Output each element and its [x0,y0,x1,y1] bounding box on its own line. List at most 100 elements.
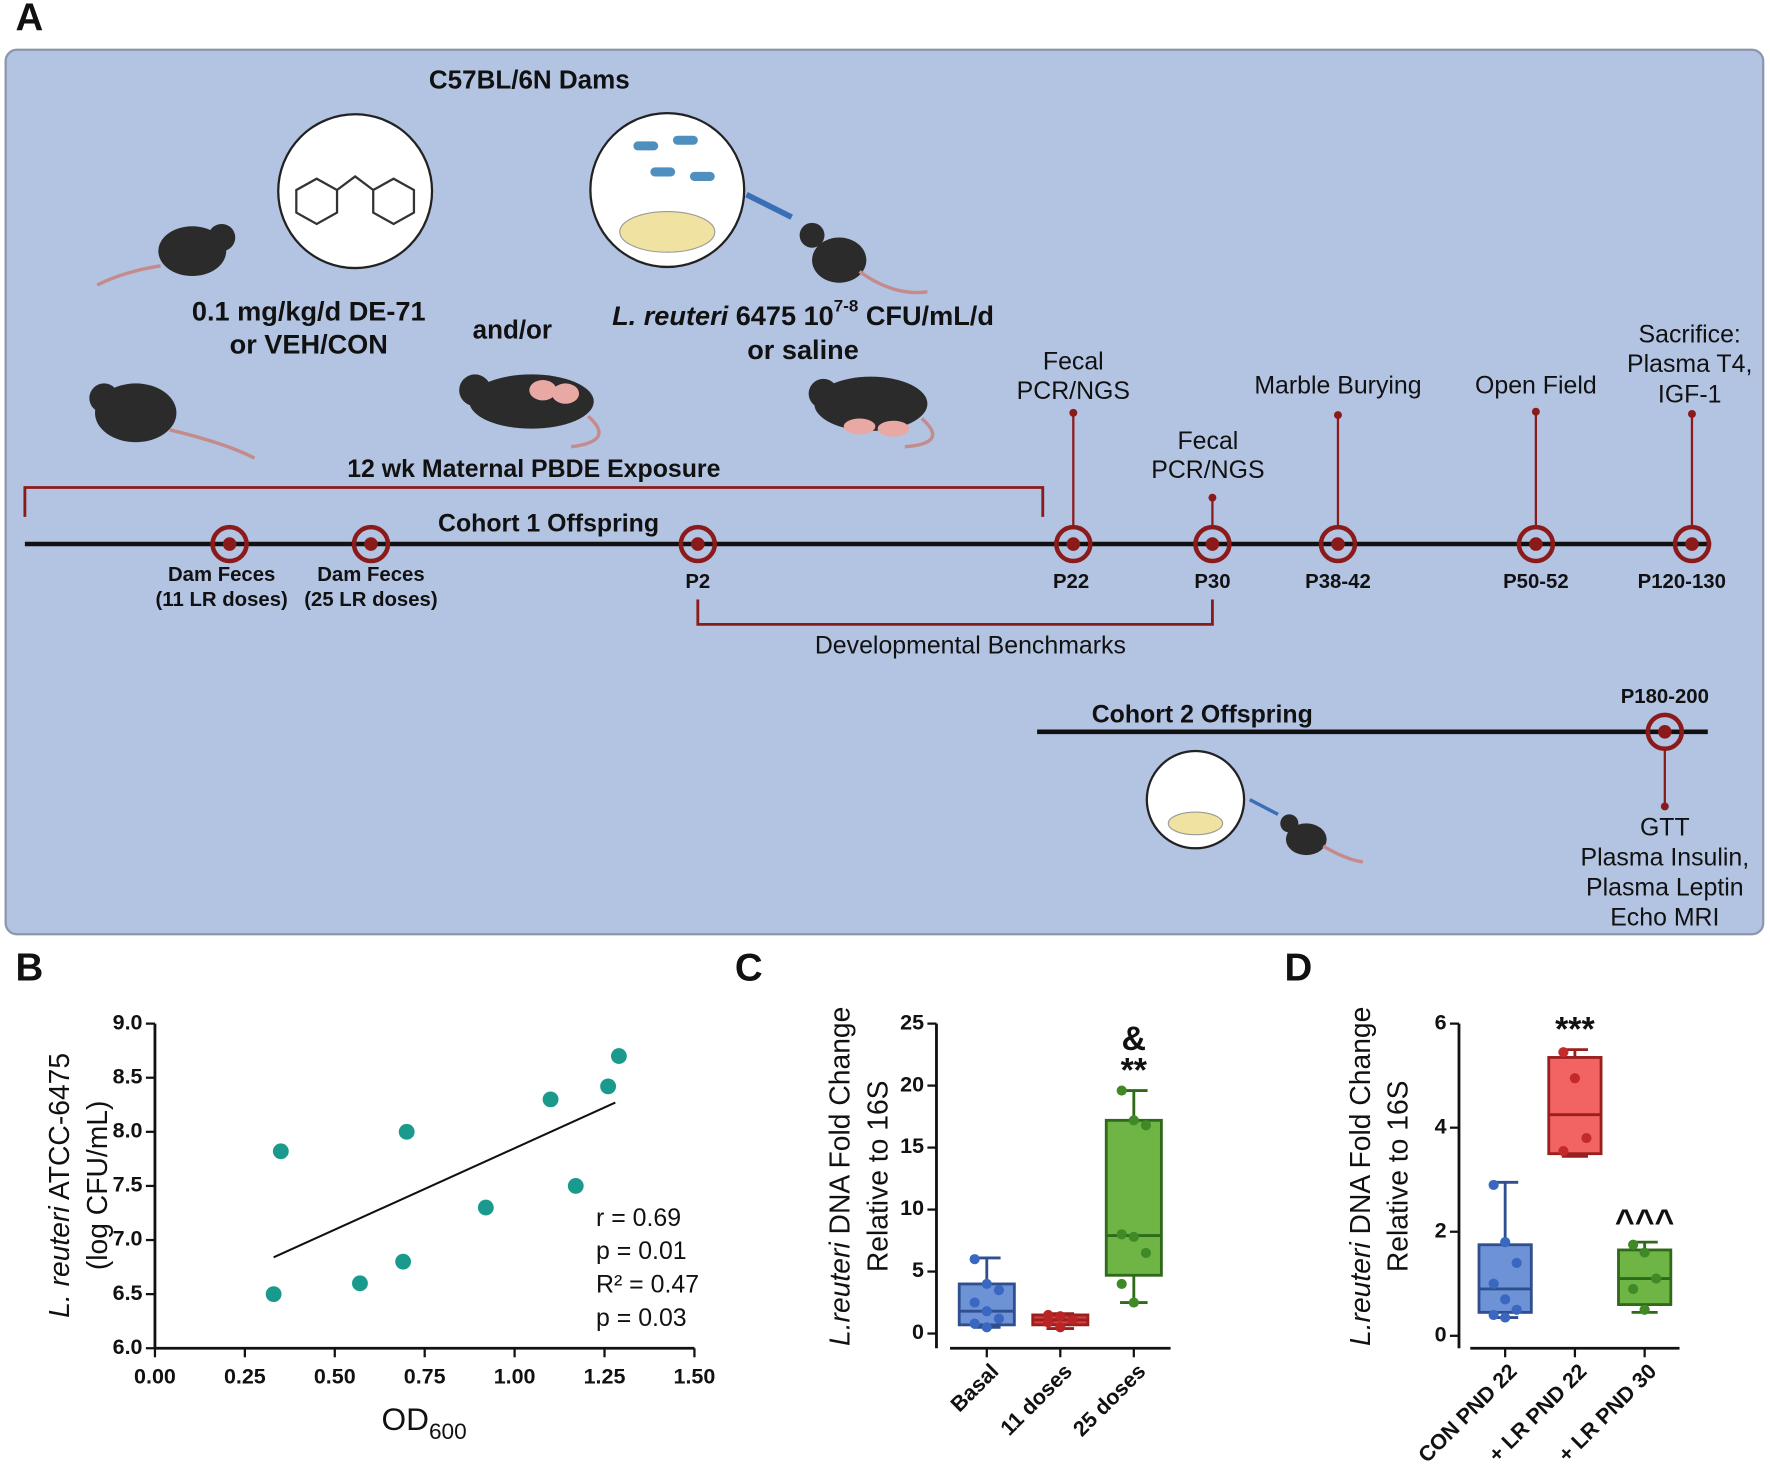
box-body [1547,1056,1603,1156]
y-tick-label: 7.5 [113,1173,143,1197]
pin-head [1069,408,1078,417]
data-point [1140,1120,1152,1131]
stat-annotation: r = 0.69 [596,1204,681,1232]
text-span: ATCC-6475 [44,1053,76,1206]
scatter-point [265,1286,282,1303]
petri-dish [1167,811,1224,836]
illustrations [89,111,1364,864]
y-tick-label: 6.5 [113,1281,143,1305]
y-tick-label: 9.0 [113,1010,143,1034]
trend-line [273,1101,616,1259]
text-span: L. reuteri [44,1206,76,1318]
x-tick-label: 0.25 [224,1364,266,1388]
x-tick-label: 11 doses [996,1359,1077,1440]
zoom-circle [277,113,434,270]
timepoint-ring [1516,524,1556,564]
timepoint-dot [1066,537,1081,551]
timepoint-ring [1318,524,1358,564]
event-label: Plasma Insulin, [1580,844,1749,872]
timepoint-label: (11 LR doses) [156,589,288,611]
data-point [1488,1179,1499,1191]
data-point [1488,1309,1499,1321]
data-point [1116,1229,1127,1240]
exposure-bracket [23,486,1045,517]
scatter-point [395,1253,412,1270]
scatter-point [610,1048,627,1064]
scatter-point [600,1078,617,1095]
pin-head [1208,493,1217,502]
scatter-point [542,1091,559,1108]
diagram-title: C57BL/6N Dams [429,64,630,94]
timepoint-dot [364,537,378,551]
text-span: 600 [429,1419,467,1444]
significance-mark: *** [1555,1011,1595,1049]
box-body [957,1282,1016,1327]
scatter-point [272,1143,289,1160]
y-tick-label: 0 [1435,1322,1447,1346]
pin-head [1334,411,1342,420]
data-point [1558,1146,1569,1157]
data-point [981,1322,992,1333]
x-axis-label: OD600 [382,1401,467,1444]
y-tick-label: 6 [1435,1010,1447,1034]
timepoint-ring [351,524,391,564]
connector-label: and/or [473,314,552,344]
event-label: Echo MRI [1610,904,1719,932]
stat-annotation: p = 0.03 [596,1304,687,1332]
y-axis-label: Relative to 16S [1382,1080,1414,1272]
y-tick-label: 20 [900,1072,924,1096]
timepoint-dot [1685,537,1699,551]
timepoint-label: P22 [1053,571,1089,593]
treatment-label: 0.1 mg/kg/d DE-71 [192,295,426,326]
event-label: Marble Burying [1254,371,1421,399]
timepoint-dot [691,537,705,551]
treatment-label: or saline [747,334,859,365]
y-axis-label: L. reuteri ATCC-6475 [44,1053,76,1318]
data-point [1043,1309,1054,1321]
petri-dish [619,210,716,253]
y-tick-label: 7.0 [113,1227,143,1251]
x-tick-label: 0.75 [404,1364,446,1388]
syringe [745,192,793,220]
data-point [969,1318,980,1329]
y-tick-label: 10 [900,1196,924,1220]
data-point [1628,1239,1639,1250]
scatter-point [352,1275,368,1292]
timepoint-label: Dam Feces [168,564,275,586]
syringe [1248,798,1279,816]
y-tick-label: 2 [1435,1218,1447,1242]
cohort-label: Cohort 2 Offspring [1092,701,1313,729]
data-point [1128,1115,1139,1126]
event-label: PCR/NGS [1151,456,1264,484]
y-tick-label: 15 [900,1134,924,1158]
data-point [1116,1085,1127,1096]
timepoint-label: (25 LR doses) [304,589,437,611]
bacteria [633,135,715,181]
x-tick-label: Basal [946,1359,1003,1416]
data-point [993,1285,1005,1296]
data-point [1067,1314,1078,1325]
data-point [1639,1304,1650,1315]
tails [96,264,1364,864]
cohort-label: Cohort 1 Offspring [438,509,659,537]
data-point [981,1306,992,1317]
x-tick-label: 0.50 [314,1364,356,1388]
timepoint-label: P180-200 [1621,686,1709,708]
data-point [1511,1304,1522,1315]
treatment-label: L. reuteri 6475 107-8 CFU/mL/d [612,297,994,331]
panel-a-background [4,48,1765,936]
stat-annotation: R² = 0.47 [596,1271,699,1299]
text-span: OD [382,1401,429,1437]
event-label: IGF-1 [1658,380,1722,408]
significance-mark: ** [1121,1051,1148,1089]
data-point [1116,1278,1127,1290]
data-point [1043,1317,1054,1328]
data-point [969,1254,980,1265]
data-point [1488,1278,1499,1289]
benchmark-bracket [696,599,1214,626]
molecule [295,175,416,226]
x-tick-label: 25 doses [1068,1359,1150,1441]
y-axis-label: (log CFU/mL) [81,1101,113,1271]
event-label: GTT [1640,814,1690,842]
data-point [1511,1257,1522,1269]
